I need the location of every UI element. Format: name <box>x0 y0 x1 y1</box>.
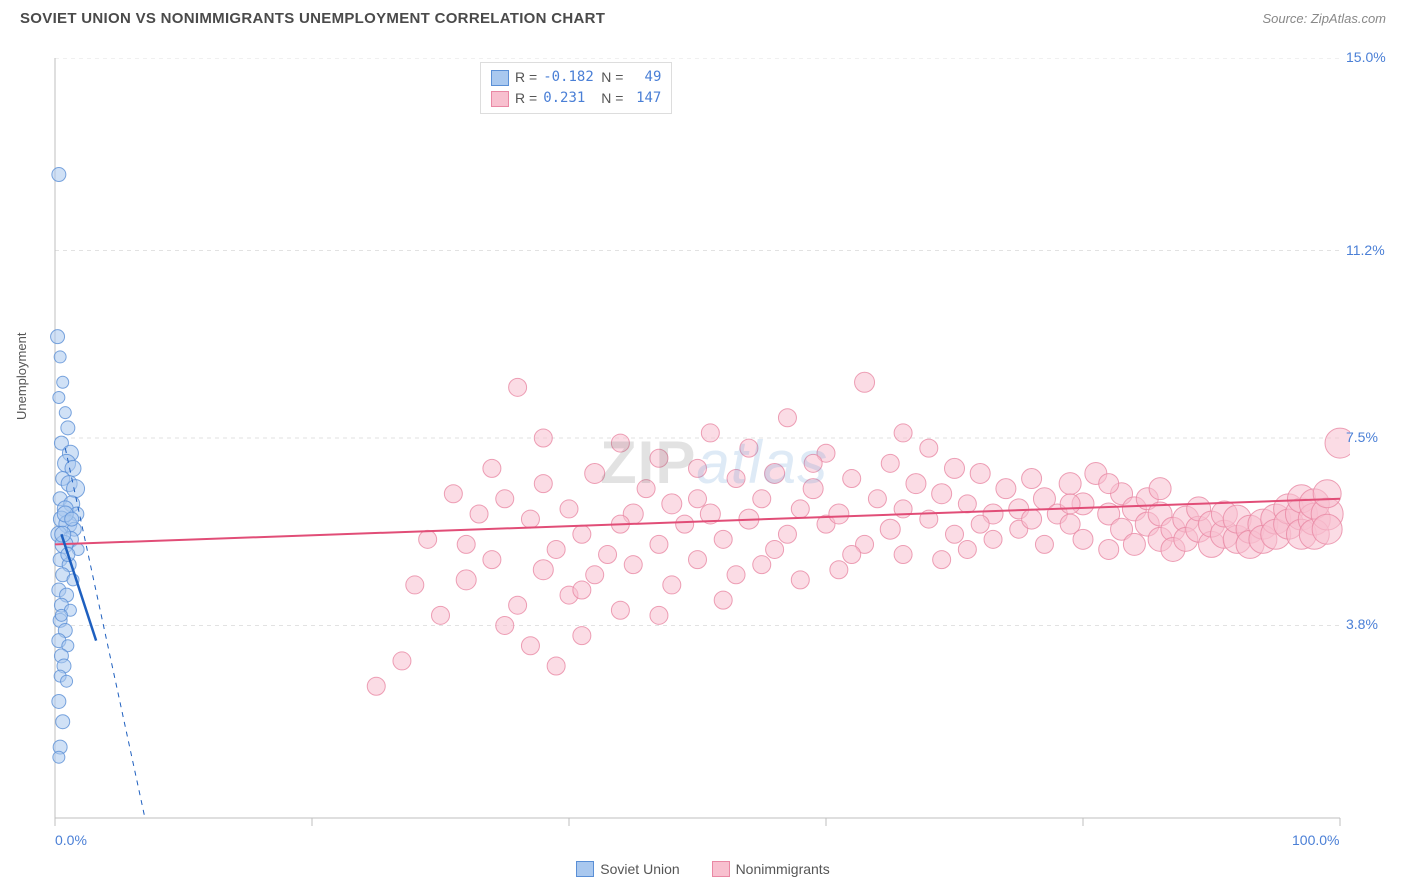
r-label: R = <box>515 88 537 109</box>
x-tick-label: 0.0% <box>55 832 87 848</box>
pink-swatch-icon <box>491 91 509 107</box>
blue-swatch-icon <box>576 861 594 877</box>
legend-label-blue: Soviet Union <box>600 861 679 877</box>
legend-item-blue: Soviet Union <box>576 861 679 877</box>
chart-title: SOVIET UNION VS NONIMMIGRANTS UNEMPLOYME… <box>20 10 605 27</box>
legend-item-pink: Nonimmigrants <box>712 861 830 877</box>
series-legend: Soviet Union Nonimmigrants <box>0 861 1406 880</box>
legend-row-pink: R = 0.231 N = 147 <box>491 88 661 109</box>
chart-source: Source: ZipAtlas.com <box>1262 11 1386 26</box>
y-tick-label: 3.8% <box>1346 616 1378 632</box>
r-label: R = <box>515 67 537 88</box>
n-label: N = <box>601 88 623 109</box>
chart-area: R = -0.182 N = 49 R = 0.231 N = 147 ZIPa… <box>50 58 1350 838</box>
scatter-plot <box>50 58 1350 838</box>
y-tick-label: 7.5% <box>1346 429 1378 445</box>
r-value-pink: 0.231 <box>543 88 595 109</box>
stats-legend: R = -0.182 N = 49 R = 0.231 N = 147 <box>480 62 672 114</box>
n-value-pink: 147 <box>629 88 661 109</box>
legend-row-blue: R = -0.182 N = 49 <box>491 67 661 88</box>
x-tick-label: 100.0% <box>1292 832 1339 848</box>
r-value-blue: -0.182 <box>543 67 595 88</box>
y-tick-label: 15.0% <box>1346 49 1386 65</box>
pink-swatch-icon <box>712 861 730 877</box>
y-axis-label: Unemployment <box>14 333 29 420</box>
blue-swatch-icon <box>491 70 509 86</box>
legend-label-pink: Nonimmigrants <box>736 861 830 877</box>
n-label: N = <box>601 67 623 88</box>
y-tick-label: 11.2% <box>1346 242 1385 258</box>
n-value-blue: 49 <box>629 67 661 88</box>
